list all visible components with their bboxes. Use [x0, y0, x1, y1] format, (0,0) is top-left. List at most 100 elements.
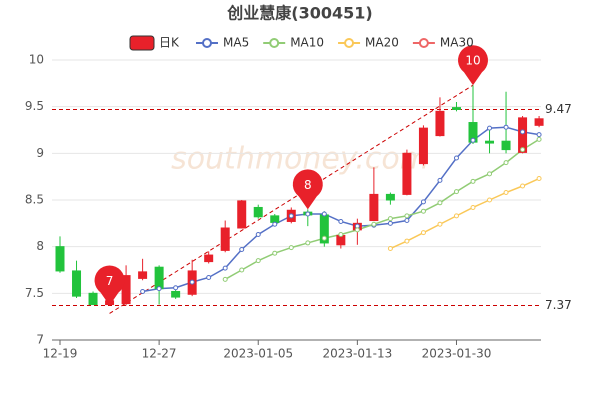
legend-icon: [418, 38, 429, 48]
ma-point: [222, 265, 228, 271]
ma-line: [224, 138, 540, 280]
ma-point: [305, 240, 311, 246]
y-tick-label: 7: [36, 333, 44, 347]
annotation-pin: [94, 265, 125, 306]
candle-body: [451, 107, 461, 110]
ma-point: [420, 230, 426, 236]
candle-body: [72, 270, 82, 297]
watermark: southmoney.com: [171, 142, 429, 177]
ma-point: [272, 250, 278, 256]
candle-body: [435, 110, 445, 137]
candle-body: [237, 200, 247, 229]
ma-point: [536, 176, 542, 182]
ma-point: [487, 125, 493, 131]
ma-point: [487, 171, 493, 177]
ma-point: [387, 220, 393, 226]
candle-body: [501, 140, 511, 151]
ma-point: [453, 189, 459, 195]
y-tick-label: 9.5: [25, 99, 44, 113]
ma-point: [503, 160, 509, 166]
ma-point: [173, 285, 179, 291]
candle-body: [402, 152, 412, 195]
ma-point: [536, 132, 542, 138]
ma-point: [503, 190, 509, 196]
legend-label: MA20: [365, 36, 399, 50]
ma-point: [470, 178, 476, 184]
ma-point: [255, 232, 261, 238]
ma-point: [470, 204, 476, 210]
ma-point: [453, 213, 459, 219]
y-tick-label: 8.5: [25, 193, 44, 207]
ma-point: [206, 274, 212, 280]
ma-point: [487, 197, 493, 203]
y-tick-label: 8: [36, 239, 44, 253]
candle-body: [220, 227, 230, 251]
candle-body: [171, 290, 181, 298]
ma-point: [288, 213, 294, 219]
legend-label: 日K: [159, 36, 180, 50]
legend-label: MA30: [440, 36, 474, 50]
ma-point: [354, 227, 360, 233]
candle-body: [369, 193, 379, 222]
ma-point: [503, 124, 509, 130]
ma-point: [387, 216, 393, 222]
ma-point: [437, 221, 443, 227]
chart-title: 创业慧康(300451): [226, 4, 372, 23]
ma-point: [387, 246, 393, 252]
x-tick-label: 12-19: [43, 347, 78, 361]
candle-body: [138, 271, 148, 279]
candle-body: [55, 246, 65, 272]
x-tick-label: 12-27: [142, 347, 177, 361]
candle-body: [418, 127, 428, 165]
trend-line: [109, 84, 474, 314]
annotation-pin: [292, 169, 323, 210]
annotation-label: 7: [106, 274, 114, 288]
ma-point: [338, 232, 344, 238]
ma-point: [404, 218, 410, 224]
ma-point: [189, 279, 195, 285]
candle-body: [204, 254, 214, 263]
ma-point: [255, 258, 261, 264]
annotation-label: 10: [465, 54, 480, 68]
ma-point: [453, 155, 459, 161]
legend-label: MA10: [290, 36, 324, 50]
legend-icon: [344, 38, 355, 48]
legend-label: MA5: [223, 36, 249, 50]
ma-point: [437, 200, 443, 206]
legend-icon: [129, 35, 155, 51]
ma-point: [420, 199, 426, 205]
ma-point: [321, 211, 327, 217]
candle-body: [253, 206, 263, 218]
ma-point: [404, 213, 410, 219]
ma-point: [420, 208, 426, 214]
ma-point: [288, 245, 294, 251]
ma-line: [390, 177, 540, 250]
candle-body: [154, 266, 164, 290]
x-tick-label: 2023-01-13: [322, 347, 392, 361]
reference-label: 7.37: [545, 298, 572, 312]
ma-point: [321, 235, 327, 241]
ma-point: [338, 218, 344, 224]
reference-label: 9.47: [545, 102, 572, 116]
ma-point: [437, 177, 443, 183]
ma-point: [239, 246, 245, 252]
candle-body: [385, 193, 395, 201]
legend-icon: [202, 38, 212, 48]
candle-body: [270, 215, 280, 223]
y-tick-label: 7.5: [25, 286, 44, 300]
legend-icon: [269, 38, 280, 48]
x-tick-label: 2023-01-30: [422, 347, 492, 361]
ma-point: [239, 267, 245, 273]
ma-point: [222, 276, 228, 282]
ma-point: [520, 147, 526, 153]
candle-body: [88, 292, 98, 306]
x-tick-label: 2023-01-05: [223, 347, 293, 361]
ma-point: [520, 129, 526, 135]
ma-point: [404, 238, 410, 244]
ma-point: [536, 136, 542, 142]
candle-body: [518, 117, 528, 153]
annotation-pin: [458, 45, 488, 86]
ma-point: [470, 137, 476, 143]
candle-body: [121, 275, 131, 305]
